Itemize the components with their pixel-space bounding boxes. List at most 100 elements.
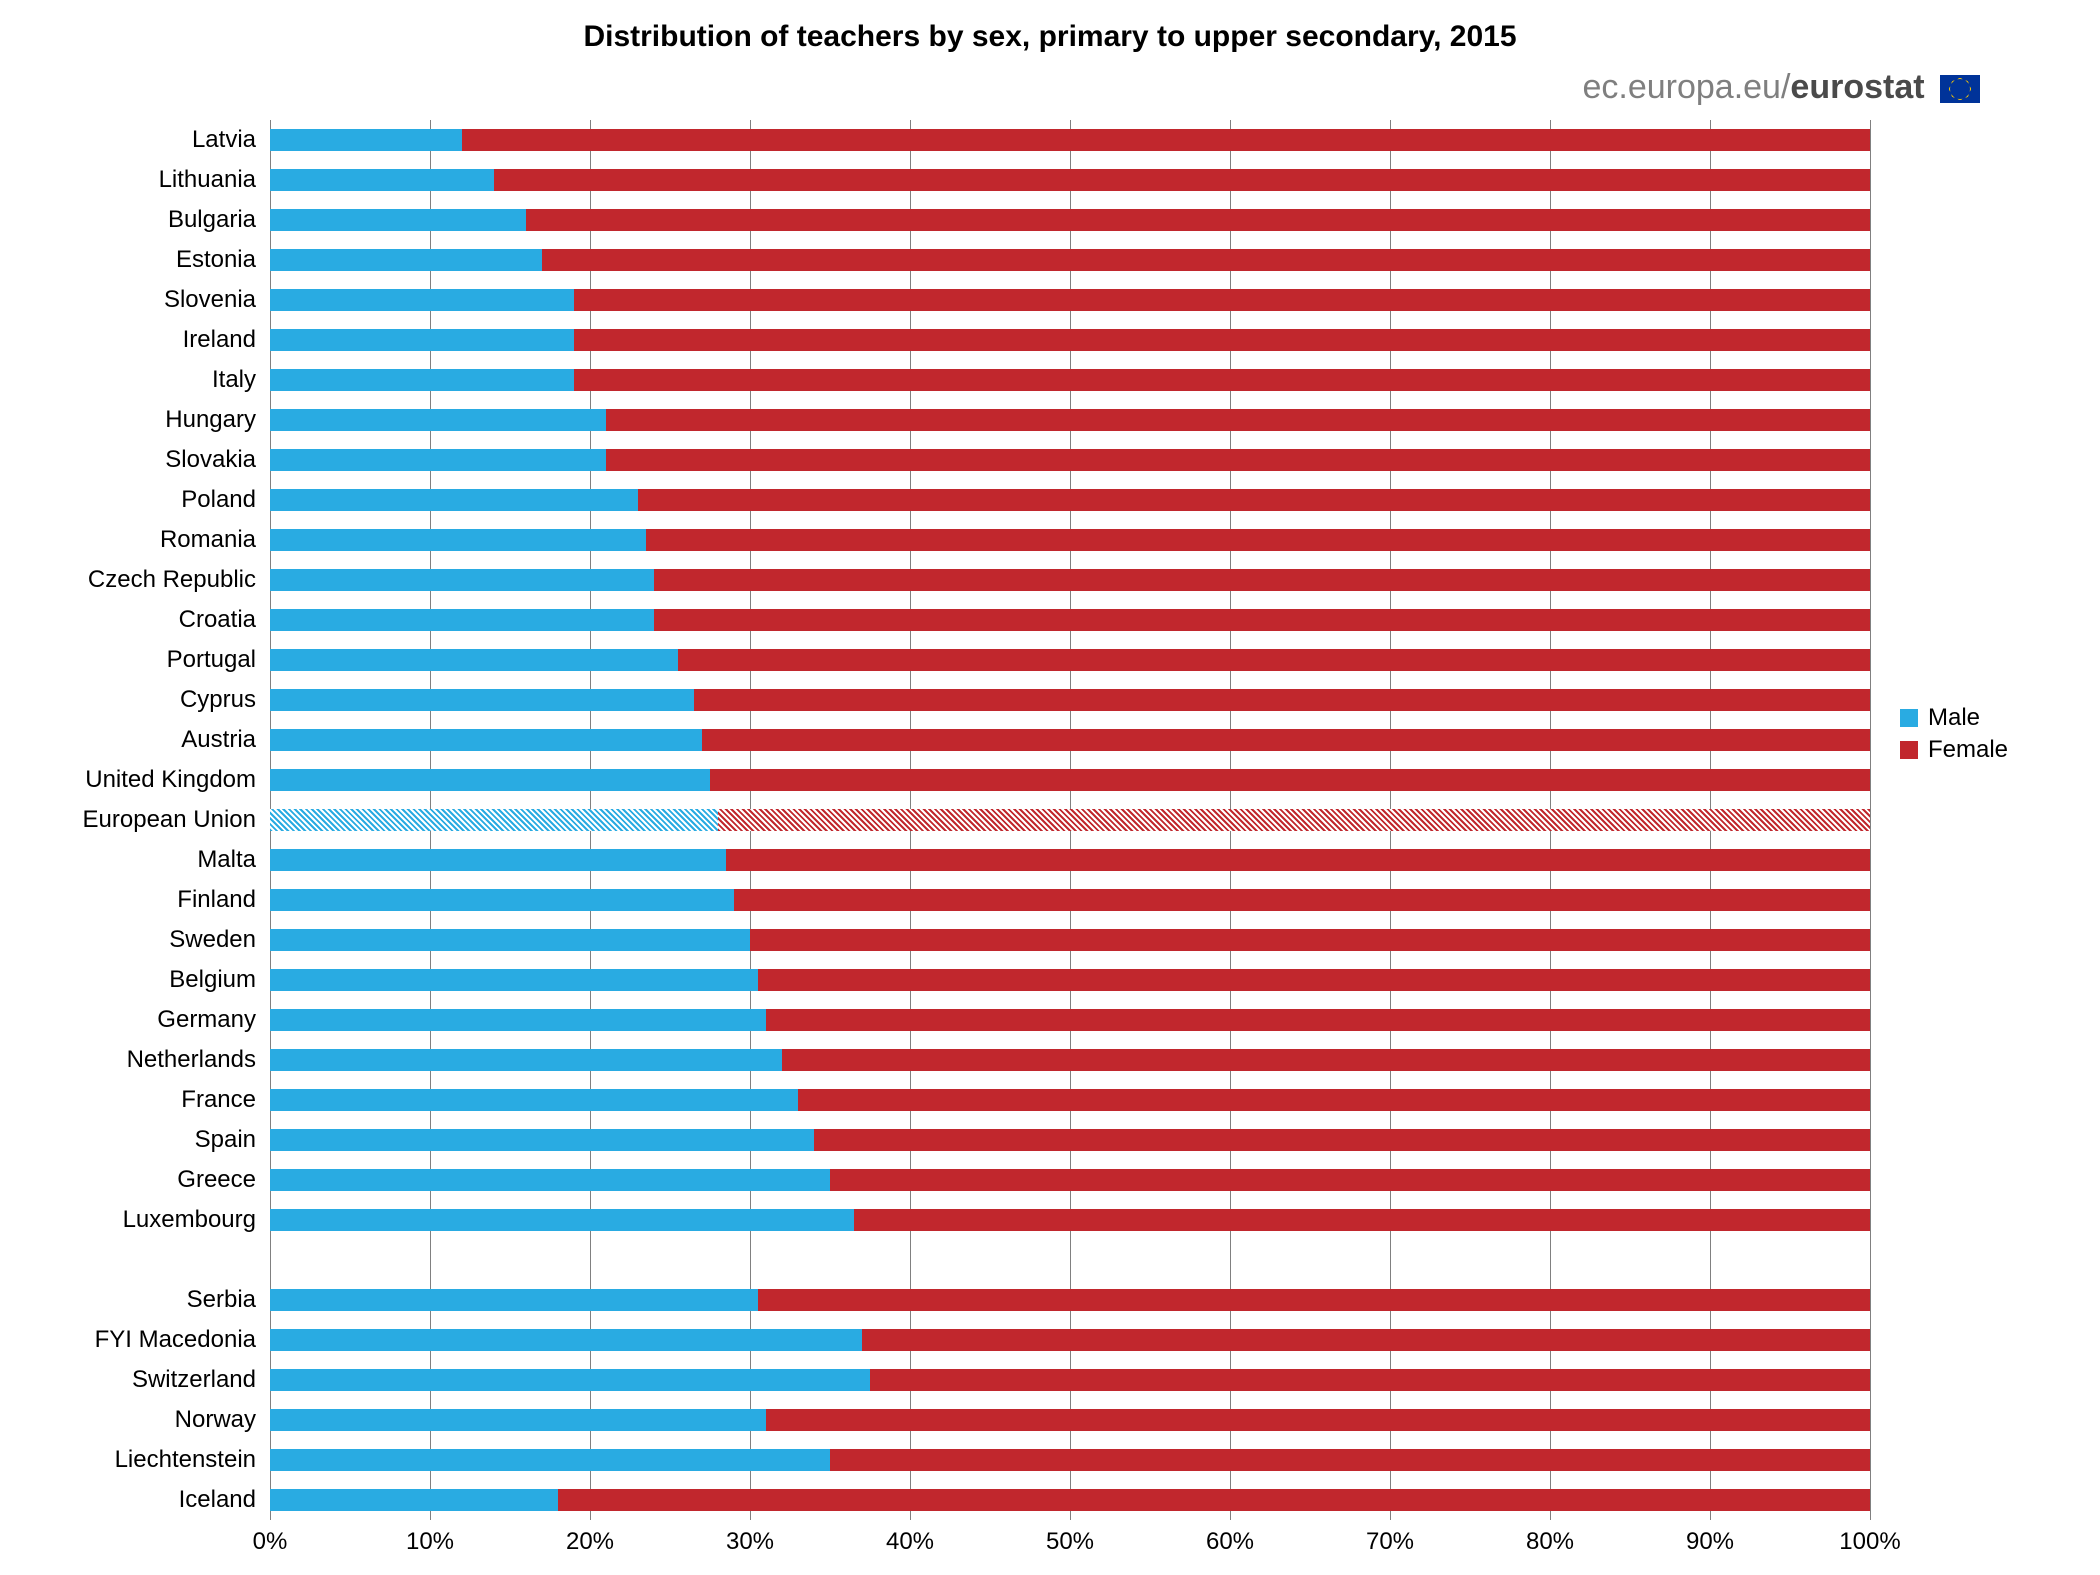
bar-male xyxy=(270,569,654,591)
bar-male xyxy=(270,1049,782,1071)
bar-male xyxy=(270,609,654,631)
attribution: ec.europa.eu/eurostat xyxy=(1582,68,1980,107)
bar-row: Slovenia xyxy=(270,289,1870,311)
bar-male xyxy=(270,769,710,791)
bar-male xyxy=(270,449,606,471)
bar-female xyxy=(702,729,1870,751)
bar-row: Switzerland xyxy=(270,1369,1870,1391)
bar-male xyxy=(270,649,678,671)
chart-title: Distribution of teachers by sex, primary… xyxy=(0,20,2100,54)
x-tick-label: 60% xyxy=(1206,1528,1254,1556)
plot-area: 0%10%20%30%40%50%60%70%80%90%100%LatviaL… xyxy=(270,120,1870,1520)
bar-row: Sweden xyxy=(270,929,1870,951)
bar-male xyxy=(270,489,638,511)
bar-male xyxy=(270,1409,766,1431)
bar-row: Netherlands xyxy=(270,1049,1870,1071)
bar-male xyxy=(270,1209,854,1231)
bar-row: Bulgaria xyxy=(270,209,1870,231)
bar-male xyxy=(270,1369,870,1391)
category-label: Poland xyxy=(181,486,270,514)
bar-male xyxy=(270,529,646,551)
bar-female xyxy=(726,849,1870,871)
bar-male xyxy=(270,409,606,431)
category-label: FYI Macedonia xyxy=(95,1326,270,1354)
category-label: Luxembourg xyxy=(123,1206,270,1234)
bar-row: Iceland xyxy=(270,1489,1870,1511)
bar-row: Austria xyxy=(270,729,1870,751)
chart-container: Distribution of teachers by sex, primary… xyxy=(0,0,2100,1575)
category-label: Belgium xyxy=(169,966,270,994)
category-label: Serbia xyxy=(187,1286,270,1314)
bar-female xyxy=(718,809,1870,831)
x-tick-label: 20% xyxy=(566,1528,614,1556)
x-tick-label: 80% xyxy=(1526,1528,1574,1556)
legend: MaleFemale xyxy=(1900,700,2008,768)
category-label: Latvia xyxy=(192,126,270,154)
bar-female xyxy=(750,929,1870,951)
bar-row: Czech Republic xyxy=(270,569,1870,591)
bar-row: United Kingdom xyxy=(270,769,1870,791)
bar-row: Cyprus xyxy=(270,689,1870,711)
bar-row: Italy xyxy=(270,369,1870,391)
bar-female xyxy=(694,689,1870,711)
bar-female xyxy=(606,449,1870,471)
category-label: Slovenia xyxy=(164,286,270,314)
category-label: United Kingdom xyxy=(85,766,270,794)
category-label: Czech Republic xyxy=(88,566,270,594)
bar-row: FYI Macedonia xyxy=(270,1329,1870,1351)
category-label: Hungary xyxy=(165,406,270,434)
bar-male xyxy=(270,1289,758,1311)
bar-female xyxy=(830,1169,1870,1191)
legend-swatch xyxy=(1900,741,1918,759)
x-tick-label: 40% xyxy=(886,1528,934,1556)
bar-row: Ireland xyxy=(270,329,1870,351)
bar-female xyxy=(574,369,1870,391)
bar-female xyxy=(766,1409,1870,1431)
bar-row: European Union xyxy=(270,809,1870,831)
bar-female xyxy=(766,1009,1870,1031)
bar-female xyxy=(606,409,1870,431)
category-label: Germany xyxy=(157,1006,270,1034)
category-label: Lithuania xyxy=(159,166,270,194)
bar-female xyxy=(558,1489,1870,1511)
bar-male xyxy=(270,1169,830,1191)
bar-female xyxy=(526,209,1870,231)
bar-row: Hungary xyxy=(270,409,1870,431)
legend-label: Female xyxy=(1928,736,2008,764)
bar-row: Croatia xyxy=(270,609,1870,631)
category-label: Austria xyxy=(181,726,270,754)
bar-male xyxy=(270,329,574,351)
category-label: Norway xyxy=(175,1406,270,1434)
bar-female xyxy=(814,1129,1870,1151)
bar-row: Greece xyxy=(270,1169,1870,1191)
category-label: Finland xyxy=(177,886,270,914)
bar-row: Spain xyxy=(270,1129,1870,1151)
bar-female xyxy=(854,1209,1870,1231)
bar-female xyxy=(830,1449,1870,1471)
category-label: Slovakia xyxy=(165,446,270,474)
category-label: Croatia xyxy=(179,606,270,634)
bar-male xyxy=(270,969,758,991)
category-label: Romania xyxy=(160,526,270,554)
bar-female xyxy=(798,1089,1870,1111)
bar-male xyxy=(270,689,694,711)
bar-female xyxy=(654,569,1870,591)
bar-female xyxy=(678,649,1870,671)
bar-row: Slovakia xyxy=(270,449,1870,471)
bar-row: Estonia xyxy=(270,249,1870,271)
category-label: Malta xyxy=(197,846,270,874)
eu-flag-icon xyxy=(1940,75,1980,103)
category-label: Netherlands xyxy=(127,1046,270,1074)
x-tick-label: 10% xyxy=(406,1528,454,1556)
bar-female xyxy=(782,1049,1870,1071)
category-label: Switzerland xyxy=(132,1366,270,1394)
x-tick-label: 0% xyxy=(253,1528,288,1556)
bar-row: Norway xyxy=(270,1409,1870,1431)
category-label: Liechtenstein xyxy=(115,1446,270,1474)
x-tick-label: 100% xyxy=(1839,1528,1900,1556)
bar-row: Serbia xyxy=(270,1289,1870,1311)
bar-row: Latvia xyxy=(270,129,1870,151)
bar-female xyxy=(638,489,1870,511)
bar-male xyxy=(270,369,574,391)
gridline xyxy=(1870,120,1871,1520)
